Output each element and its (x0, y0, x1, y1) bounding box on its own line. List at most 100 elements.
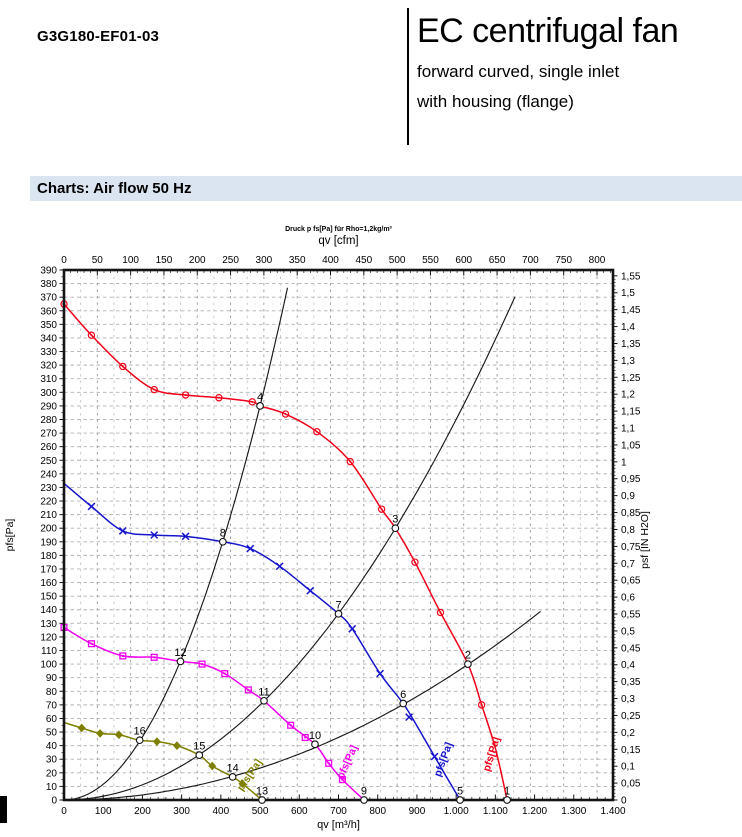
right-tick-label: 1,3 (621, 356, 635, 367)
square-marker-dot (327, 762, 330, 765)
left-tick-label: 210 (40, 510, 57, 521)
x-marker (405, 713, 414, 722)
x-marker (306, 586, 315, 595)
operating-point-4 (256, 402, 264, 410)
circle-marker (181, 391, 190, 399)
operating-point-label: 3 (392, 514, 398, 526)
operating-point-label: 4 (257, 391, 263, 403)
square-marker-dot (153, 656, 156, 659)
left-tick-label: 70 (46, 700, 58, 711)
x-marker (275, 562, 284, 571)
fan-curve-speed-4 (63, 721, 263, 801)
right-tick-label: 0,45 (621, 643, 641, 654)
left-tick-label: 260 (40, 442, 57, 453)
x-marker (181, 532, 190, 541)
circle-marker-dot (439, 611, 442, 614)
system-curve-B (63, 296, 516, 801)
operating-point-7 (334, 609, 343, 618)
right-tick-label: 1,05 (621, 440, 641, 451)
circle-marker-dot (380, 508, 383, 511)
top-tick-label: 150 (156, 255, 173, 266)
circle-marker-dot (480, 703, 483, 706)
right-tick-label: 0,4 (621, 660, 635, 671)
operating-point-15 (195, 751, 204, 760)
right-tick-label: 0,3 (621, 694, 635, 705)
right-tick-label: 0,25 (621, 711, 641, 722)
page-edge-mark (0, 796, 7, 823)
square-marker-dot (90, 642, 93, 645)
operating-point-label: 8 (220, 527, 226, 539)
diamond-marker (208, 761, 217, 771)
left-tick-label: 190 (40, 537, 57, 548)
product-subtitle-line1: forward curved, single inlet (417, 62, 620, 81)
circle-marker-dot (284, 413, 287, 416)
square-marker (119, 652, 127, 660)
right-tick-label: 1,15 (621, 407, 641, 418)
fan-curve-speed-2-markers (87, 502, 439, 761)
chart-mini-title: Druck p fs[Pa] für Rho=1,2kg/m³ (285, 226, 392, 233)
circle-marker-dot (414, 561, 416, 564)
operating-point-label: 7 (335, 599, 341, 611)
circle-marker (281, 410, 290, 418)
right-tick-label: 1 (621, 457, 627, 468)
fan-curves: pfs[Pa]pfs[Pa]pfs[Pa]pfs[Pa] (60, 300, 508, 801)
bottom-tick-label: 1.200 (522, 806, 547, 817)
left-tick-label: 0 (51, 796, 57, 807)
right-tick-label: 1,5 (621, 288, 635, 299)
circle-marker (436, 608, 445, 617)
top-tick-label: 700 (522, 255, 539, 266)
operating-point-6 (399, 699, 408, 708)
diamond-marker (238, 779, 247, 789)
operating-point-label: 2 (465, 650, 471, 662)
x-marker (118, 526, 127, 535)
left-tick-label: 280 (40, 415, 57, 426)
circle-marker (346, 457, 354, 466)
circle-marker-dot (251, 400, 254, 403)
operating-point-9 (360, 796, 368, 804)
left-tick-label: 30 (46, 755, 58, 766)
right-tick-label: 0,05 (621, 779, 641, 790)
circle-marker (377, 505, 386, 513)
x-marker (246, 544, 255, 553)
top-tick-label: 800 (589, 255, 606, 266)
top-tick-label: 350 (289, 255, 306, 266)
circle-marker-dot (217, 396, 220, 399)
chart-container: pfs[Pa] pfs[Pa] pfs[Pa] pfs[Pa] 0 50 100 150 200… (0, 218, 742, 837)
operating-point-16 (135, 736, 144, 745)
left-tick-label: 170 (40, 564, 57, 575)
top-tick-label: 500 (389, 255, 406, 266)
square-marker-dot (289, 724, 292, 727)
operating-point-label: 15 (193, 741, 205, 753)
left-tick-label: 160 (40, 578, 57, 589)
left-tick-label: 340 (40, 333, 57, 344)
right-tick-label: 1,35 (621, 339, 641, 350)
left-tick-label: 90 (46, 673, 58, 684)
left-tick-label: 300 (40, 388, 57, 399)
operating-point-11 (260, 696, 268, 705)
left-tick-label: 40 (46, 741, 58, 752)
fan-curve-speed-3-markers (60, 623, 346, 784)
square-marker-dot (247, 688, 250, 691)
product-subtitle-line2: with housing (flange) (417, 92, 574, 111)
circle-marker-dot (121, 365, 124, 368)
left-tick-label: 310 (40, 374, 57, 385)
x-marker (150, 531, 159, 539)
operating-point-8 (218, 537, 227, 546)
square-marker-dot (201, 663, 204, 666)
section-title: Charts: Air flow 50 Hz (37, 180, 192, 197)
right-tick-label: 1,25 (621, 373, 641, 384)
top-tick-label: 400 (322, 255, 339, 266)
left-tick-label: 10 (46, 782, 58, 793)
model-number: G3G180-EF01-03 (37, 28, 160, 45)
left-tick-label: 220 (40, 497, 57, 508)
left-tick-label: 370 (40, 293, 57, 304)
bottom-tick-label: 700 (330, 806, 347, 817)
operating-point-10 (311, 740, 319, 749)
left-tick-label: 20 (46, 768, 58, 779)
right-tick-label: 0,9 (621, 491, 635, 502)
square-marker-dot (223, 672, 226, 675)
left-tick-label: 100 (40, 660, 57, 671)
left-tick-label: 290 (40, 401, 57, 412)
square-marker (87, 640, 96, 648)
